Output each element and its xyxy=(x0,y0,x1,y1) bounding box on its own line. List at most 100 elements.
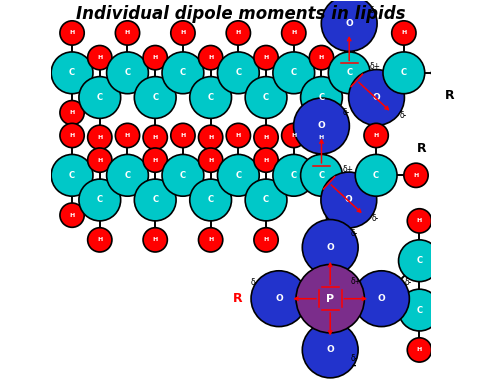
Circle shape xyxy=(60,203,84,227)
Text: H: H xyxy=(97,237,102,242)
Circle shape xyxy=(254,45,278,70)
Text: δ-: δ- xyxy=(351,229,359,238)
Text: H: H xyxy=(208,158,213,163)
Text: H: H xyxy=(441,70,446,75)
Text: C: C xyxy=(69,68,75,77)
Text: H: H xyxy=(29,70,35,75)
Text: H: H xyxy=(180,133,186,138)
Text: R: R xyxy=(417,142,427,155)
Circle shape xyxy=(162,52,204,94)
Text: H: H xyxy=(153,237,158,242)
Text: C: C xyxy=(124,171,131,180)
Circle shape xyxy=(171,21,195,45)
Text: C: C xyxy=(416,256,423,265)
Text: δ-: δ- xyxy=(251,279,258,287)
Circle shape xyxy=(383,52,425,94)
Text: -: - xyxy=(351,361,356,371)
Circle shape xyxy=(309,125,334,149)
Text: O: O xyxy=(345,19,353,28)
Text: δ-: δ- xyxy=(404,279,412,287)
Circle shape xyxy=(431,61,456,85)
Text: H: H xyxy=(456,258,462,263)
Circle shape xyxy=(115,123,140,147)
Text: O: O xyxy=(377,294,385,303)
Text: C: C xyxy=(180,171,186,180)
Circle shape xyxy=(107,154,148,196)
Circle shape xyxy=(20,163,44,187)
Text: H: H xyxy=(153,55,158,60)
Circle shape xyxy=(309,45,334,70)
Circle shape xyxy=(321,0,377,51)
Text: H: H xyxy=(319,135,324,140)
Circle shape xyxy=(143,125,167,149)
Circle shape xyxy=(447,298,471,322)
Text: H: H xyxy=(236,30,241,35)
Text: C: C xyxy=(291,171,297,180)
Circle shape xyxy=(348,70,404,125)
Text: C: C xyxy=(208,93,214,102)
Text: δ-: δ- xyxy=(372,214,379,223)
Text: C: C xyxy=(152,195,158,205)
Text: O: O xyxy=(345,195,353,205)
Text: δ+: δ+ xyxy=(351,277,362,285)
Circle shape xyxy=(281,123,306,147)
Text: C: C xyxy=(69,171,75,180)
Text: O: O xyxy=(326,346,334,354)
Circle shape xyxy=(301,77,342,118)
Text: C: C xyxy=(319,93,324,102)
Circle shape xyxy=(245,77,287,118)
Text: Individual dipole moments in lipids: Individual dipole moments in lipids xyxy=(76,5,406,23)
Circle shape xyxy=(162,154,204,196)
Circle shape xyxy=(294,98,349,154)
Text: H: H xyxy=(208,237,213,242)
Circle shape xyxy=(355,154,397,196)
Circle shape xyxy=(296,264,364,333)
Text: C: C xyxy=(235,68,241,77)
Circle shape xyxy=(273,154,315,196)
Text: C: C xyxy=(416,306,423,315)
Circle shape xyxy=(143,45,167,70)
Circle shape xyxy=(60,21,84,45)
Circle shape xyxy=(399,289,440,331)
Text: H: H xyxy=(236,133,241,138)
Circle shape xyxy=(302,219,358,275)
Text: C: C xyxy=(235,171,241,180)
Text: C: C xyxy=(124,68,131,77)
Text: C: C xyxy=(180,68,186,77)
Text: H: H xyxy=(264,158,268,163)
Circle shape xyxy=(404,163,428,187)
Circle shape xyxy=(143,228,167,252)
Text: H: H xyxy=(264,237,268,242)
Text: H: H xyxy=(97,55,102,60)
Circle shape xyxy=(226,21,251,45)
Text: H: H xyxy=(374,133,379,138)
Text: H: H xyxy=(69,133,75,138)
Text: C: C xyxy=(97,93,103,102)
Circle shape xyxy=(321,172,377,228)
Circle shape xyxy=(115,21,140,45)
Circle shape xyxy=(364,123,388,147)
Text: H: H xyxy=(97,158,102,163)
Text: H: H xyxy=(401,30,406,35)
Circle shape xyxy=(245,179,287,221)
Circle shape xyxy=(60,101,84,125)
Text: H: H xyxy=(414,173,419,178)
Text: H: H xyxy=(69,213,75,218)
Text: C: C xyxy=(319,171,324,180)
Circle shape xyxy=(51,154,93,196)
Circle shape xyxy=(199,45,223,70)
Text: H: H xyxy=(29,173,35,178)
Text: O: O xyxy=(318,122,325,130)
Circle shape xyxy=(217,154,259,196)
Text: C: C xyxy=(346,68,352,77)
Circle shape xyxy=(354,271,409,327)
Text: H: H xyxy=(456,307,462,312)
Circle shape xyxy=(20,61,44,85)
Circle shape xyxy=(302,322,358,378)
Text: δ-: δ- xyxy=(342,108,350,117)
Text: H: H xyxy=(208,55,213,60)
Text: O: O xyxy=(326,243,334,252)
Circle shape xyxy=(190,77,231,118)
Circle shape xyxy=(60,123,84,147)
Circle shape xyxy=(134,77,176,118)
